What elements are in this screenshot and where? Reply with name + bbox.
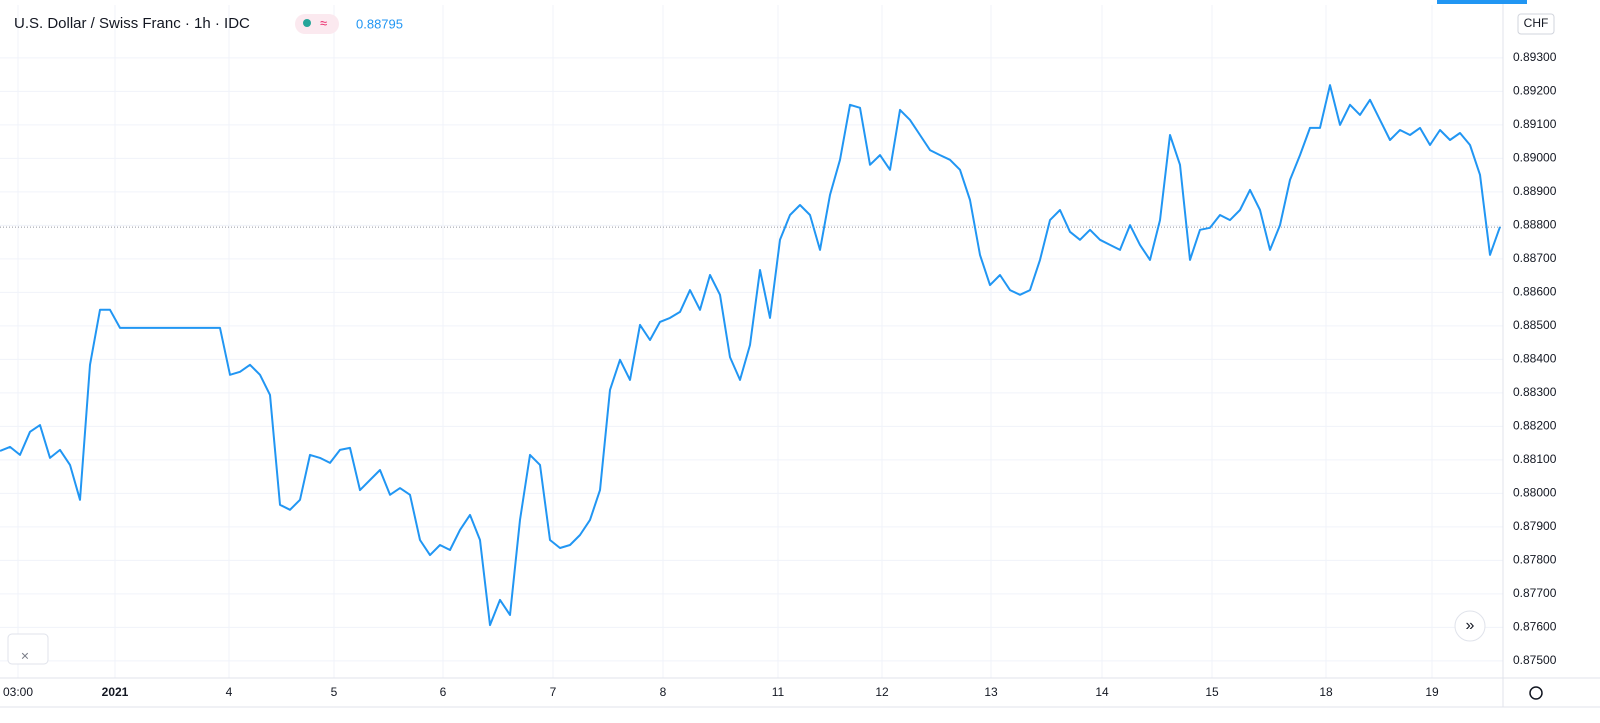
y-tick-label: 0.87900	[1513, 519, 1557, 533]
y-tick-label: 0.88100	[1513, 452, 1557, 466]
y-tick-label: 0.88600	[1513, 285, 1557, 299]
scroll-icon: »	[1466, 617, 1475, 634]
currency-box[interactable]	[1517, 13, 1555, 35]
x-tick-label: 03:00	[3, 685, 33, 699]
status-icon: ≈	[320, 15, 327, 30]
x-tick-label: 6	[440, 685, 447, 699]
x-tick-label: 11	[772, 685, 785, 699]
x-tick-label: 8	[660, 685, 667, 699]
x-tick-label: 15	[1205, 685, 1219, 699]
x-tick-label: 2021	[102, 685, 129, 699]
y-tick-label: 0.88400	[1513, 352, 1557, 366]
x-tick-label: 5	[331, 685, 338, 699]
x-tick-label: 19	[1425, 685, 1439, 699]
y-tick-label: 0.87600	[1513, 620, 1557, 634]
y-tick-label: 0.89100	[1513, 117, 1557, 131]
y-tick-label: 0.89000	[1513, 151, 1557, 165]
y-tick-label: 0.87800	[1513, 553, 1557, 567]
tab-highlight	[1437, 0, 1527, 4]
y-tick-label: 0.89300	[1513, 50, 1557, 64]
y-tick-label: 0.88000	[1513, 486, 1557, 500]
status-badge	[295, 14, 339, 34]
y-tick-label: 0.89200	[1513, 84, 1557, 98]
y-tick-label: 0.88300	[1513, 385, 1557, 399]
last-price: 0.88795	[356, 16, 403, 31]
settings-icon[interactable]	[1529, 686, 1543, 700]
status-dot	[303, 19, 311, 27]
x-tick-label: 4	[226, 685, 233, 699]
scroll-button[interactable]	[1454, 610, 1486, 642]
plot	[0, 84, 1503, 627]
x-tick-label: 18	[1319, 685, 1333, 699]
y-tick-label: 0.88800	[1513, 218, 1557, 232]
close-button[interactable]	[7, 633, 49, 665]
y-tick-label: 0.87500	[1513, 653, 1557, 667]
close-icon: ×	[21, 648, 29, 664]
grid	[0, 5, 1503, 678]
y-tick-label: 0.87700	[1513, 586, 1557, 600]
price-line	[0, 84, 1501, 627]
x-tick-label: 7	[550, 685, 557, 699]
x-tick-label: 14	[1095, 685, 1109, 699]
x-tick-label: 13	[984, 685, 998, 699]
y-tick-label: 0.88900	[1513, 184, 1557, 198]
chart-title: U.S. Dollar / Swiss Franc · 1h · IDC	[14, 15, 250, 32]
y-tick-label: 0.88500	[1513, 318, 1557, 332]
x-tick-label: 12	[875, 685, 889, 699]
currency: CHF	[1524, 16, 1549, 30]
y-tick-label: 0.88200	[1513, 419, 1557, 433]
y-tick-label: 0.88700	[1513, 251, 1557, 265]
